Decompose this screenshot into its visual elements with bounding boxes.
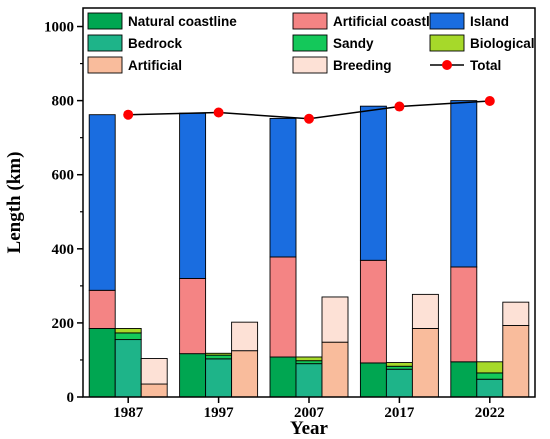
bar-sandy-1997 bbox=[205, 354, 233, 360]
bar-artificial-1997 bbox=[231, 350, 259, 398]
y-tick-label-1000: 1000 bbox=[44, 20, 74, 36]
x-tick-label-2017: 2017 bbox=[384, 405, 415, 421]
legend-label-artificial-coastline: Artificial coastline bbox=[333, 14, 450, 29]
y-tick-label-400: 400 bbox=[52, 242, 75, 258]
bar-island-2022 bbox=[450, 100, 478, 268]
y-tick-label-200: 200 bbox=[52, 316, 75, 332]
legend-label-bedrock: Bedrock bbox=[128, 36, 183, 51]
bar-artificial-2017 bbox=[411, 328, 439, 398]
bar-breeding-2007 bbox=[321, 296, 349, 343]
bar-island-2007 bbox=[269, 117, 297, 258]
bar-natural-coastline-2017 bbox=[359, 362, 387, 398]
bar-biological-1987 bbox=[114, 328, 142, 334]
y-axis-title: Length (km) bbox=[4, 152, 25, 254]
bar-natural-coastline-2022 bbox=[450, 361, 478, 398]
legend-label-artificial: Artificial bbox=[128, 58, 182, 73]
bar-natural-coastline-1987 bbox=[88, 328, 116, 398]
bar-natural-coastline-2007 bbox=[269, 356, 297, 398]
y-tick-label-600: 600 bbox=[52, 168, 75, 184]
x-tick-label-1997: 1997 bbox=[204, 405, 235, 421]
legend-swatch-breeding bbox=[292, 56, 328, 74]
bar-artificial-2022 bbox=[502, 325, 530, 398]
total-point-2017 bbox=[394, 101, 405, 112]
bar-biological-2017 bbox=[385, 362, 413, 367]
legend-label-total: Total bbox=[470, 58, 501, 73]
legend: Natural coastline Artificial coastline Isl… bbox=[87, 12, 535, 74]
bar-sandy-1987 bbox=[114, 332, 142, 341]
total-point-2007 bbox=[304, 113, 314, 124]
bar-breeding-2017 bbox=[411, 293, 439, 329]
legend-label-sandy: Sandy bbox=[333, 36, 374, 51]
bars-layer bbox=[88, 100, 530, 398]
legend-label-natural-coastline: Natural coastline bbox=[128, 14, 237, 29]
bar-breeding-1997 bbox=[231, 321, 259, 352]
bar-artificial-coastline-2017 bbox=[359, 259, 387, 364]
bar-breeding-1987 bbox=[140, 358, 168, 385]
bar-bedrock-2017 bbox=[385, 368, 413, 398]
x-tick-label-2007: 2007 bbox=[294, 405, 325, 421]
bar-biological-2007 bbox=[295, 356, 323, 362]
legend-label-island: Island bbox=[470, 14, 509, 29]
legend-swatch-sandy bbox=[292, 34, 328, 52]
bar-bedrock-1987 bbox=[114, 339, 142, 398]
legend-swatch-artificial bbox=[87, 56, 123, 74]
bar-biological-1997 bbox=[205, 352, 233, 356]
bar-island-2017 bbox=[359, 105, 387, 261]
legend-swatch-bedrock bbox=[87, 34, 123, 52]
bar-bedrock-1997 bbox=[205, 358, 233, 398]
legend-swatch-biological bbox=[429, 34, 465, 52]
bar-artificial-coastline-1987 bbox=[88, 289, 116, 329]
bar-artificial-coastline-2007 bbox=[269, 256, 297, 358]
bar-island-1997 bbox=[179, 112, 207, 279]
bar-sandy-2022 bbox=[476, 372, 504, 380]
bar-artificial-2007 bbox=[321, 341, 349, 398]
total-line-layer bbox=[123, 95, 495, 124]
legend-swatch-artificial-coastline bbox=[292, 12, 328, 30]
bar-bedrock-2007 bbox=[295, 363, 323, 398]
bar-bedrock-2022 bbox=[476, 378, 504, 398]
bar-artificial-1987 bbox=[140, 383, 168, 398]
legend-label-breeding: Breeding bbox=[333, 58, 392, 73]
total-point-2022 bbox=[484, 95, 495, 106]
x-axis-title: Year bbox=[290, 418, 329, 439]
legend-swatch-island bbox=[429, 12, 465, 30]
total-point-1987 bbox=[123, 109, 134, 120]
x-tick-label-1987: 1987 bbox=[113, 405, 144, 421]
total-point-1997 bbox=[213, 107, 224, 118]
legend-label-biological: Biological bbox=[470, 36, 535, 51]
bar-island-1987 bbox=[88, 114, 116, 291]
y-tick-label-0: 0 bbox=[67, 390, 75, 406]
bar-natural-coastline-1997 bbox=[179, 353, 207, 398]
legend-swatch-natural-coastline bbox=[87, 12, 123, 30]
bar-biological-2022 bbox=[476, 361, 504, 374]
bar-artificial-coastline-2022 bbox=[450, 266, 478, 363]
bar-artificial-coastline-1997 bbox=[179, 277, 207, 355]
x-tick-label-2022: 2022 bbox=[475, 405, 505, 421]
axes-layer: 0 200 400 600 800 1000 1987 1997 2007 2017 2022 bbox=[44, 7, 536, 421]
y-tick-label-800: 800 bbox=[52, 94, 75, 110]
bar-breeding-2022 bbox=[502, 301, 530, 326]
legend-marker-total bbox=[442, 60, 452, 70]
